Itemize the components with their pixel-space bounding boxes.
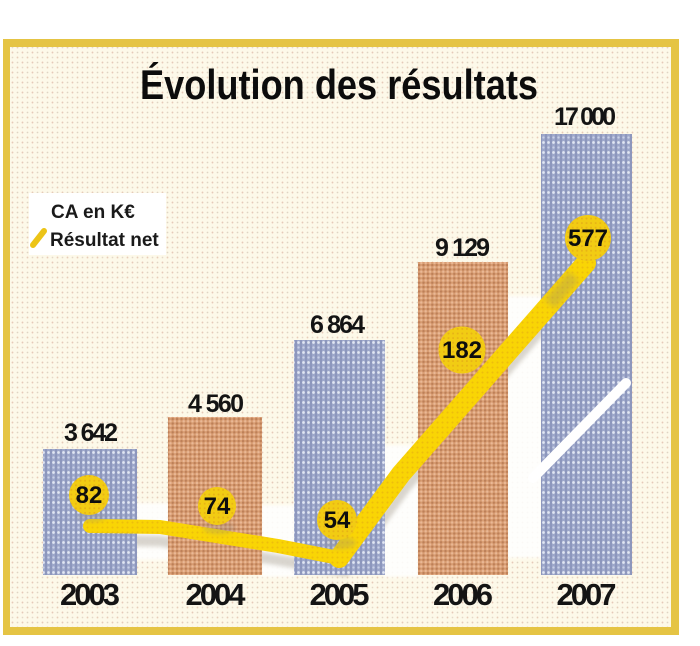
svg-text:2006: 2006 [433, 577, 493, 612]
svg-text:CA en K€: CA en K€ [51, 202, 135, 223]
svg-text:2007: 2007 [557, 577, 617, 612]
svg-text:9 129: 9 129 [435, 234, 490, 262]
svg-text:2005: 2005 [310, 577, 370, 612]
svg-text:17 000: 17 000 [554, 103, 616, 131]
svg-text:577: 577 [568, 225, 608, 252]
svg-text:74: 74 [204, 493, 231, 520]
svg-text:4 560: 4 560 [188, 390, 244, 418]
svg-text:3 642: 3 642 [64, 419, 118, 447]
svg-text:Résultat net: Résultat net [50, 230, 159, 251]
svg-text:2003: 2003 [60, 577, 120, 612]
svg-text:54: 54 [324, 507, 351, 534]
svg-text:Évolution des résultats: Évolution des résultats [140, 61, 538, 108]
svg-text:82: 82 [76, 482, 103, 509]
svg-text:182: 182 [442, 337, 482, 364]
svg-text:2004: 2004 [186, 577, 247, 612]
svg-text:6 864: 6 864 [310, 311, 365, 339]
